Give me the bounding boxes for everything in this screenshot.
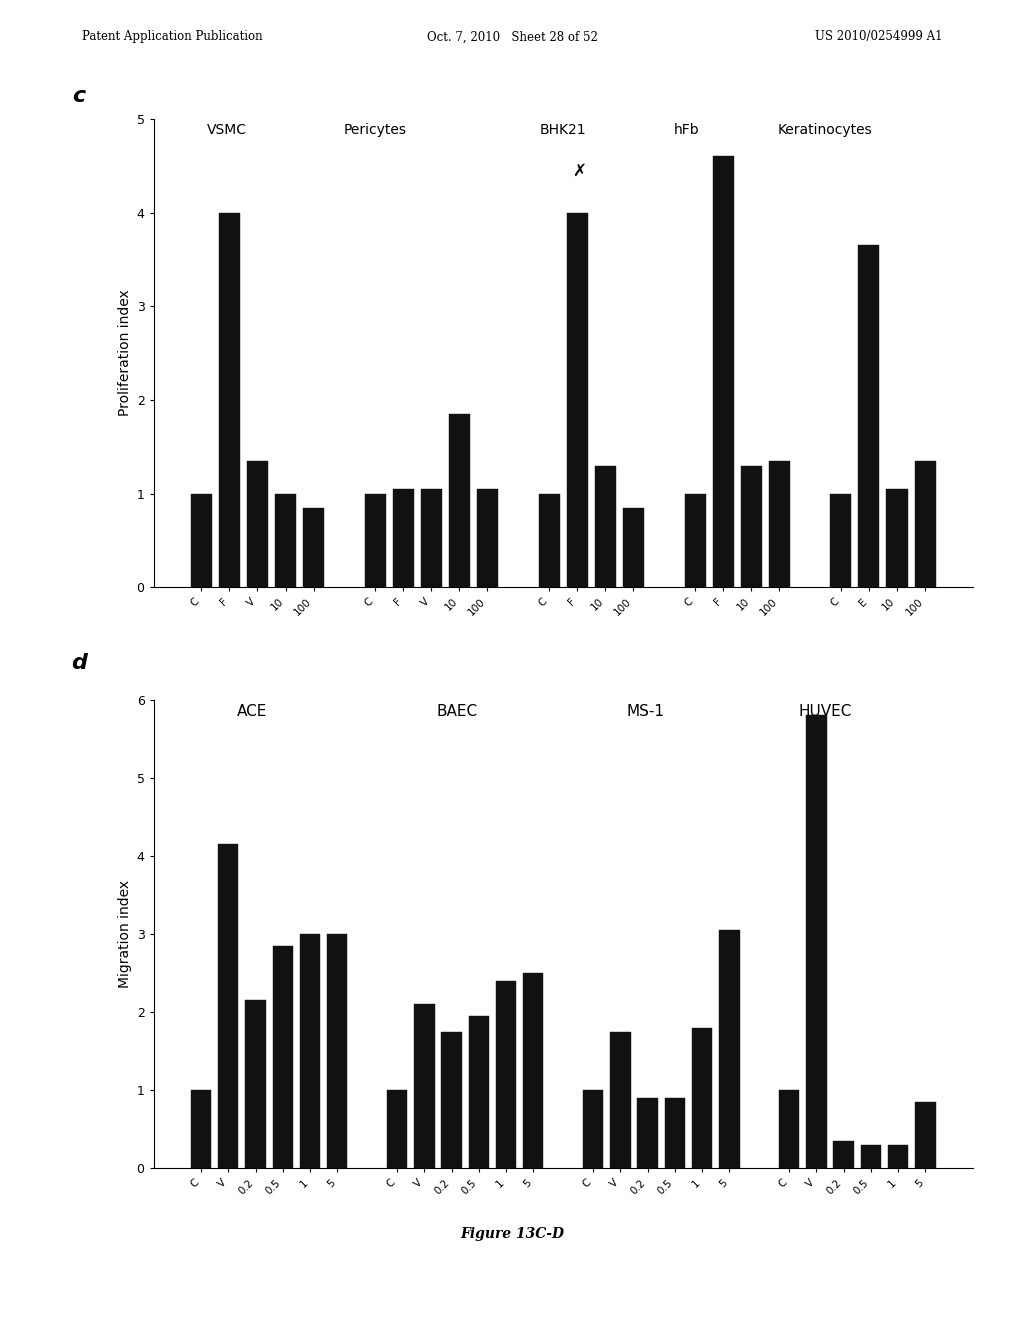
- Bar: [190, 494, 212, 587]
- Bar: [393, 488, 414, 587]
- Text: ACE: ACE: [237, 705, 267, 719]
- Bar: [719, 931, 739, 1168]
- Bar: [583, 1090, 603, 1168]
- Text: HUVEC: HUVEC: [799, 705, 852, 719]
- Bar: [539, 494, 560, 587]
- Bar: [830, 494, 851, 587]
- Bar: [387, 1090, 408, 1168]
- Bar: [665, 1098, 685, 1168]
- Bar: [637, 1098, 657, 1168]
- Bar: [449, 414, 470, 587]
- Text: VSMC: VSMC: [207, 124, 248, 137]
- Bar: [915, 1102, 936, 1168]
- Text: US 2010/0254999 A1: US 2010/0254999 A1: [814, 30, 942, 44]
- Bar: [610, 1031, 631, 1168]
- Bar: [414, 1005, 434, 1168]
- Bar: [275, 494, 296, 587]
- Bar: [834, 1140, 854, 1168]
- Text: BAEC: BAEC: [436, 705, 477, 719]
- Bar: [779, 1090, 800, 1168]
- Bar: [247, 461, 268, 587]
- Text: hFb: hFb: [673, 124, 699, 137]
- Text: BHK21: BHK21: [540, 124, 587, 137]
- Bar: [806, 715, 826, 1168]
- Text: Keratinocytes: Keratinocytes: [778, 124, 872, 137]
- Bar: [861, 1144, 881, 1168]
- Bar: [246, 1001, 265, 1168]
- Bar: [477, 488, 498, 587]
- Text: d: d: [72, 653, 88, 673]
- Bar: [740, 466, 762, 587]
- Bar: [858, 246, 880, 587]
- Bar: [303, 508, 324, 587]
- Bar: [914, 461, 936, 587]
- Bar: [769, 461, 790, 587]
- Text: ✗: ✗: [571, 161, 586, 180]
- Bar: [441, 1031, 462, 1168]
- Bar: [595, 466, 615, 587]
- Bar: [365, 494, 386, 587]
- Bar: [219, 213, 240, 587]
- Bar: [523, 973, 544, 1168]
- Text: Patent Application Publication: Patent Application Publication: [82, 30, 262, 44]
- Bar: [623, 508, 644, 587]
- Bar: [421, 488, 442, 587]
- Bar: [713, 156, 733, 587]
- Bar: [684, 494, 706, 587]
- Bar: [300, 935, 321, 1168]
- Y-axis label: Proliferation index: Proliferation index: [119, 289, 132, 417]
- Text: Oct. 7, 2010   Sheet 28 of 52: Oct. 7, 2010 Sheet 28 of 52: [427, 30, 597, 44]
- Bar: [190, 1090, 211, 1168]
- Bar: [692, 1027, 713, 1168]
- Bar: [469, 1016, 489, 1168]
- Bar: [496, 981, 516, 1168]
- Bar: [218, 843, 239, 1168]
- Y-axis label: Migration index: Migration index: [119, 880, 132, 987]
- Bar: [272, 945, 293, 1168]
- Text: MS-1: MS-1: [626, 705, 665, 719]
- Bar: [327, 935, 347, 1168]
- Text: Pericytes: Pericytes: [343, 124, 407, 137]
- Bar: [887, 488, 907, 587]
- Bar: [888, 1144, 908, 1168]
- Text: Figure 13C-D: Figure 13C-D: [460, 1228, 564, 1241]
- Text: c: c: [72, 86, 85, 106]
- Bar: [566, 213, 588, 587]
